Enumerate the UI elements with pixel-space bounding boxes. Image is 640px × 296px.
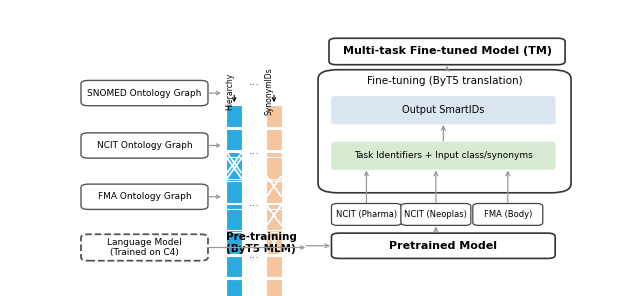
FancyBboxPatch shape: [227, 152, 242, 174]
FancyBboxPatch shape: [266, 205, 282, 226]
FancyBboxPatch shape: [227, 105, 242, 127]
FancyBboxPatch shape: [227, 157, 242, 179]
Text: ...: ...: [249, 250, 260, 260]
FancyBboxPatch shape: [318, 70, 571, 193]
FancyBboxPatch shape: [227, 205, 242, 226]
FancyBboxPatch shape: [266, 105, 282, 127]
FancyBboxPatch shape: [266, 228, 282, 250]
FancyBboxPatch shape: [329, 38, 565, 65]
FancyBboxPatch shape: [81, 133, 208, 158]
FancyBboxPatch shape: [473, 203, 543, 225]
FancyBboxPatch shape: [266, 176, 282, 197]
FancyBboxPatch shape: [227, 228, 242, 250]
FancyBboxPatch shape: [266, 128, 282, 150]
FancyBboxPatch shape: [227, 256, 242, 277]
FancyBboxPatch shape: [81, 81, 208, 106]
Text: ...: ...: [249, 146, 260, 156]
FancyBboxPatch shape: [81, 184, 208, 210]
FancyBboxPatch shape: [227, 279, 242, 296]
Text: NCIT (Pharma): NCIT (Pharma): [336, 210, 397, 219]
FancyBboxPatch shape: [266, 209, 282, 230]
Text: FMA (Body): FMA (Body): [484, 210, 532, 219]
Text: Fine-tuning (ByT5 translation): Fine-tuning (ByT5 translation): [367, 76, 522, 86]
FancyBboxPatch shape: [227, 176, 242, 197]
Text: SynonymIDs: SynonymIDs: [265, 67, 274, 115]
Text: Output SmartIDs: Output SmartIDs: [402, 105, 484, 115]
Text: Hierarchy: Hierarchy: [225, 73, 234, 110]
Text: NCIT (Neoplas): NCIT (Neoplas): [404, 210, 467, 219]
FancyBboxPatch shape: [266, 181, 282, 202]
FancyBboxPatch shape: [266, 157, 282, 179]
FancyBboxPatch shape: [332, 233, 555, 258]
FancyBboxPatch shape: [227, 232, 242, 254]
FancyBboxPatch shape: [227, 128, 242, 150]
FancyBboxPatch shape: [227, 209, 242, 230]
FancyBboxPatch shape: [401, 203, 471, 225]
FancyBboxPatch shape: [266, 152, 282, 174]
FancyBboxPatch shape: [266, 256, 282, 277]
Text: FMA Ontology Graph: FMA Ontology Graph: [98, 192, 191, 201]
Text: NCIT Ontology Graph: NCIT Ontology Graph: [97, 141, 192, 150]
Text: Pre-training
(ByT5 MLM): Pre-training (ByT5 MLM): [226, 232, 296, 254]
Text: ...: ...: [249, 77, 260, 87]
FancyBboxPatch shape: [332, 142, 555, 170]
Text: Multi-task Fine-tuned Model (TM): Multi-task Fine-tuned Model (TM): [342, 46, 552, 57]
Text: ...: ...: [249, 199, 260, 208]
Text: Task Identifiers + Input class/synonyms: Task Identifiers + Input class/synonyms: [354, 151, 532, 160]
Text: Pretrained Model: Pretrained Model: [389, 241, 497, 251]
Text: SNOMED Ontology Graph: SNOMED Ontology Graph: [87, 89, 202, 98]
FancyBboxPatch shape: [81, 234, 208, 261]
FancyBboxPatch shape: [266, 279, 282, 296]
FancyBboxPatch shape: [266, 232, 282, 254]
FancyBboxPatch shape: [227, 181, 242, 202]
FancyBboxPatch shape: [332, 203, 401, 225]
Text: Language Model
(Trained on C4): Language Model (Trained on C4): [107, 238, 182, 257]
FancyBboxPatch shape: [332, 96, 555, 124]
